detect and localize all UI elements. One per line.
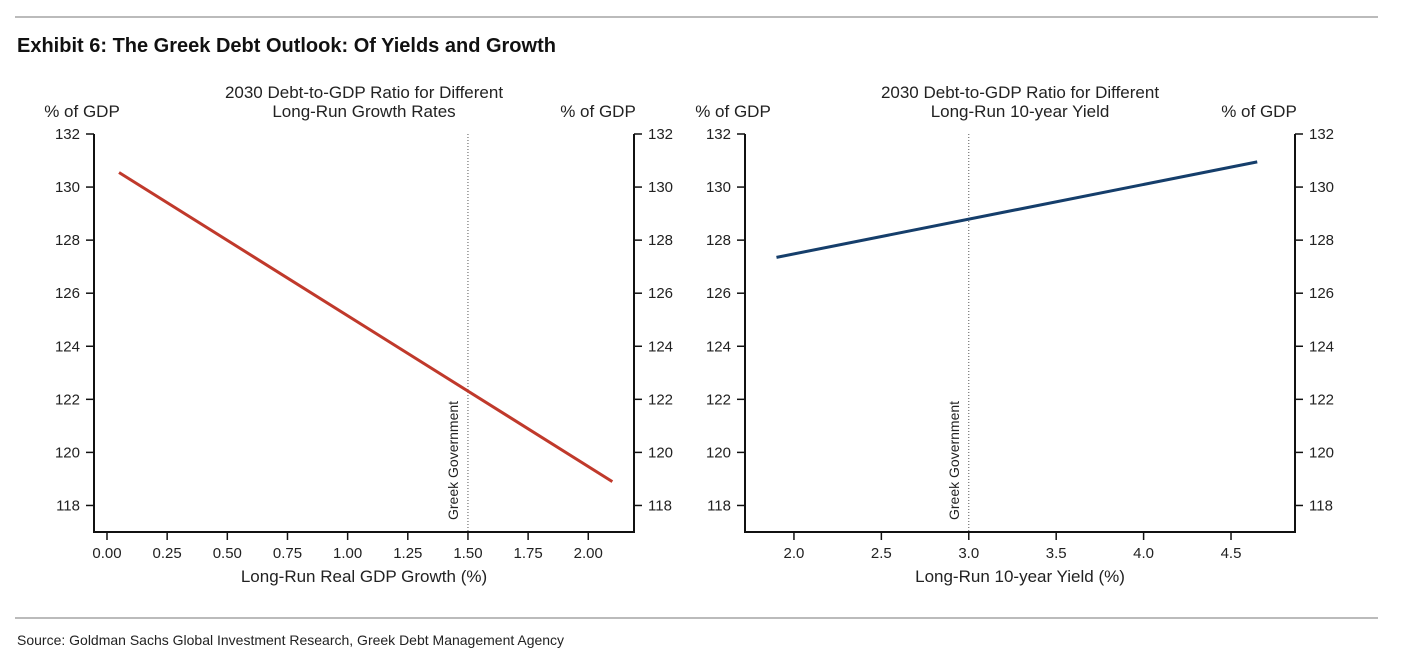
y-axis-label-left: % of GDP [695, 102, 771, 121]
x-tick-label: 0.50 [213, 545, 242, 562]
y-tick-label-right: 118 [1309, 497, 1333, 514]
y-tick-label-right: 122 [1309, 391, 1334, 408]
y-tick-label-left: 124 [706, 338, 731, 355]
series-line [118, 171, 614, 483]
y-tick-label-left: 126 [706, 285, 731, 302]
x-tick-label: 2.00 [574, 545, 603, 562]
y-tick-label-right: 124 [1309, 338, 1334, 355]
x-tick-label: 3.5 [1046, 545, 1067, 562]
y-tick-label-left: 120 [706, 444, 731, 461]
x-tick-label: 0.25 [153, 545, 182, 562]
x-tick-label: 1.25 [393, 545, 422, 562]
y-tick-label-left: 128 [55, 232, 80, 249]
y-tick-label-right: 130 [648, 179, 673, 196]
chart-title-line1: 2030 Debt-to-GDP Ratio for Different [881, 83, 1159, 102]
chart-title-line2: Long-Run Growth Rates [272, 102, 455, 121]
x-tick-label: 1.50 [453, 545, 482, 562]
y-tick-label-right: 120 [1309, 444, 1334, 461]
y-tick-label-left: 130 [55, 179, 80, 196]
y-tick-label-right: 132 [1309, 126, 1334, 143]
y-tick-label-left: 120 [55, 444, 80, 461]
series-line [776, 160, 1258, 259]
y-tick-label-left: 132 [706, 126, 731, 143]
y-tick-label-right: 118 [648, 497, 672, 514]
x-axis-label: Long-Run Real GDP Growth (%) [241, 567, 487, 586]
y-tick-label-right: 124 [648, 338, 673, 355]
y-tick-label-left: 122 [55, 391, 80, 408]
x-tick-label: 4.0 [1133, 545, 1154, 562]
x-tick-label: 0.75 [273, 545, 302, 562]
reference-line-label: Greek Government [445, 401, 461, 520]
x-tick-label: 3.0 [958, 545, 979, 562]
y-tick-label-left: 128 [706, 232, 731, 249]
x-tick-label: 4.5 [1221, 545, 1242, 562]
y-tick-label-right: 122 [648, 391, 673, 408]
y-tick-label-left: 124 [55, 338, 80, 355]
y-axis-label-right: % of GDP [560, 102, 636, 121]
y-tick-label-left: 130 [706, 179, 731, 196]
y-tick-label-right: 126 [1309, 285, 1334, 302]
y-axis-label-left: % of GDP [44, 102, 120, 121]
y-tick-label-right: 128 [648, 232, 673, 249]
y-tick-label-right: 132 [648, 126, 673, 143]
y-tick-label-right: 128 [1309, 232, 1334, 249]
y-tick-label-left: 126 [55, 285, 80, 302]
source-note: Source: Goldman Sachs Global Investment … [17, 632, 564, 648]
reference-line-label: Greek Government [946, 401, 962, 520]
y-tick-label-right: 130 [1309, 179, 1334, 196]
chart-title-line2: Long-Run 10-year Yield [931, 102, 1110, 121]
chart-title-line1: 2030 Debt-to-GDP Ratio for Different [225, 83, 503, 102]
x-tick-label: 0.00 [92, 545, 121, 562]
x-tick-label: 1.00 [333, 545, 362, 562]
y-tick-label-right: 120 [648, 444, 673, 461]
y-tick-label-left: 132 [55, 126, 80, 143]
exhibit-title: Exhibit 6: The Greek Debt Outlook: Of Yi… [17, 35, 556, 57]
y-axis-label-right: % of GDP [1221, 102, 1297, 121]
y-tick-label-left: 118 [56, 497, 80, 514]
x-tick-label: 1.75 [514, 545, 543, 562]
y-tick-label-right: 126 [648, 285, 673, 302]
y-tick-label-left: 118 [707, 497, 731, 514]
x-tick-label: 2.5 [871, 545, 892, 562]
x-axis-label: Long-Run 10-year Yield (%) [915, 567, 1125, 586]
x-tick-label: 2.0 [784, 545, 805, 562]
y-tick-label-left: 122 [706, 391, 731, 408]
